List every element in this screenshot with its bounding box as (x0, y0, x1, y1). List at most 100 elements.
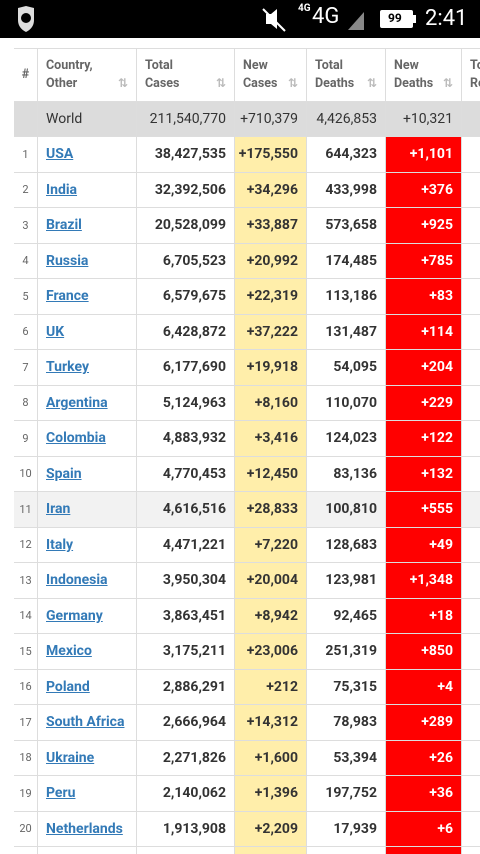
cell: 75,315 (307, 669, 386, 705)
cell: 174,485 (307, 243, 386, 279)
world-cell: World (38, 102, 137, 137)
country-link[interactable]: Italy (38, 527, 137, 563)
sort-icon[interactable]: ⇅ (215, 76, 226, 90)
cell: 433,998 (307, 172, 386, 208)
new-cases: +34,296 (235, 172, 307, 208)
battery-icon (380, 10, 413, 28)
header-line: Deaths (315, 76, 355, 91)
country-link[interactable]: Iran (38, 492, 137, 528)
status-bar: 4G 4G 99 2:41 (0, 0, 480, 38)
world-cell (462, 102, 480, 137)
sort-icon[interactable]: ⇅ (287, 76, 298, 90)
cell (462, 598, 480, 634)
cell: 6,705,523 (137, 243, 235, 279)
world-cell: 4,426,853 (307, 102, 386, 137)
new-deaths: +785 (386, 243, 462, 279)
new-cases: +37,222 (235, 314, 307, 350)
new-cases: +33,887 (235, 208, 307, 244)
world-cell: 211,540,770 (137, 102, 235, 137)
column-header[interactable]: Total Deaths ⇅ (307, 48, 386, 102)
header-line: To (470, 58, 480, 73)
country-link[interactable]: USA (38, 137, 137, 173)
cell: 4,883,932 (137, 421, 235, 457)
country-link[interactable]: Spain (38, 456, 137, 492)
row-index: 14 (14, 598, 38, 634)
cell: 1,913,908 (137, 811, 235, 847)
new-deaths: +49 (386, 527, 462, 563)
new-cases: +1,600 (235, 740, 307, 776)
cell (462, 385, 480, 421)
new-cases: +28,833 (235, 492, 307, 528)
new-deaths: +6 (386, 811, 462, 847)
sort-icon[interactable]: ⇅ (366, 76, 377, 90)
cell (307, 847, 386, 854)
cell: 54,095 (307, 350, 386, 386)
column-header: # (14, 48, 38, 102)
world-cell: +710,379 (235, 102, 307, 137)
country-link[interactable]: Mexico (38, 634, 137, 670)
cell: 6,579,675 (137, 279, 235, 315)
new-deaths: +132 (386, 456, 462, 492)
sort-icon[interactable]: ⇅ (442, 76, 453, 90)
row-index: 15 (14, 634, 38, 670)
header-text: New Deaths (394, 57, 433, 93)
new-deaths: +122 (386, 421, 462, 457)
mute-slash (262, 8, 286, 32)
cell: 17,939 (307, 811, 386, 847)
cell: 128,683 (307, 527, 386, 563)
header-line: Total (145, 58, 173, 73)
cell (386, 847, 462, 854)
cell (462, 705, 480, 741)
country-link[interactable]: Ukraine (38, 740, 137, 776)
world-cell: +10,321 (386, 102, 462, 137)
country-link[interactable]: India (38, 172, 137, 208)
country-link[interactable]: Peru (38, 776, 137, 812)
row-index: 3 (14, 208, 38, 244)
row-index: 7 (14, 350, 38, 386)
header-text: Total Deaths (315, 57, 354, 93)
country-link[interactable]: France (38, 279, 137, 315)
row-index: 6 (14, 314, 38, 350)
new-deaths: +555 (386, 492, 462, 528)
new-cases: +2,209 (235, 811, 307, 847)
column-header[interactable]: New Deaths ⇅ (386, 48, 462, 102)
column-header[interactable]: New Cases ⇅ (235, 48, 307, 102)
country-link[interactable]: Indonesia (38, 563, 137, 599)
cell: 197,752 (307, 776, 386, 812)
row-index: 17 (14, 705, 38, 741)
country-link[interactable]: Colombia (38, 421, 137, 457)
row-index: 1 (14, 137, 38, 173)
country-link[interactable]: Germany (38, 598, 137, 634)
country-link[interactable]: Russia (38, 243, 137, 279)
country-link[interactable]: Argentina (38, 385, 137, 421)
header-line: # (21, 67, 30, 82)
row-index: 9 (14, 421, 38, 457)
cell (137, 847, 235, 854)
new-cases: +8,160 (235, 385, 307, 421)
column-header[interactable]: Total Cases ⇅ (137, 48, 235, 102)
column-header[interactable]: To Re (462, 48, 480, 102)
country-link[interactable]: Brazil (38, 208, 137, 244)
signal-icon (348, 12, 364, 30)
header-text: # (22, 66, 29, 84)
sort-icon[interactable]: ⇅ (117, 76, 128, 90)
row-index: 13 (14, 563, 38, 599)
cell: 20,528,099 (137, 208, 235, 244)
header-text: New Cases (243, 57, 277, 93)
header-line: Cases (145, 76, 180, 91)
country-link[interactable]: Poland (38, 669, 137, 705)
cell: 131,487 (307, 314, 386, 350)
header-text: Country, Other (46, 57, 93, 93)
country-link[interactable]: Netherlands (38, 811, 137, 847)
country-link[interactable]: UK (38, 314, 137, 350)
cell (462, 527, 480, 563)
country-link[interactable]: Turkey (38, 350, 137, 386)
cell: 32,392,506 (137, 172, 235, 208)
new-cases: +8,942 (235, 598, 307, 634)
row-index: 11 (14, 492, 38, 528)
column-header[interactable]: Country, Other ⇅ (38, 48, 137, 102)
new-cases: +23,006 (235, 634, 307, 670)
country-link[interactable]: South Africa (38, 705, 137, 741)
network: 4G (312, 4, 340, 29)
